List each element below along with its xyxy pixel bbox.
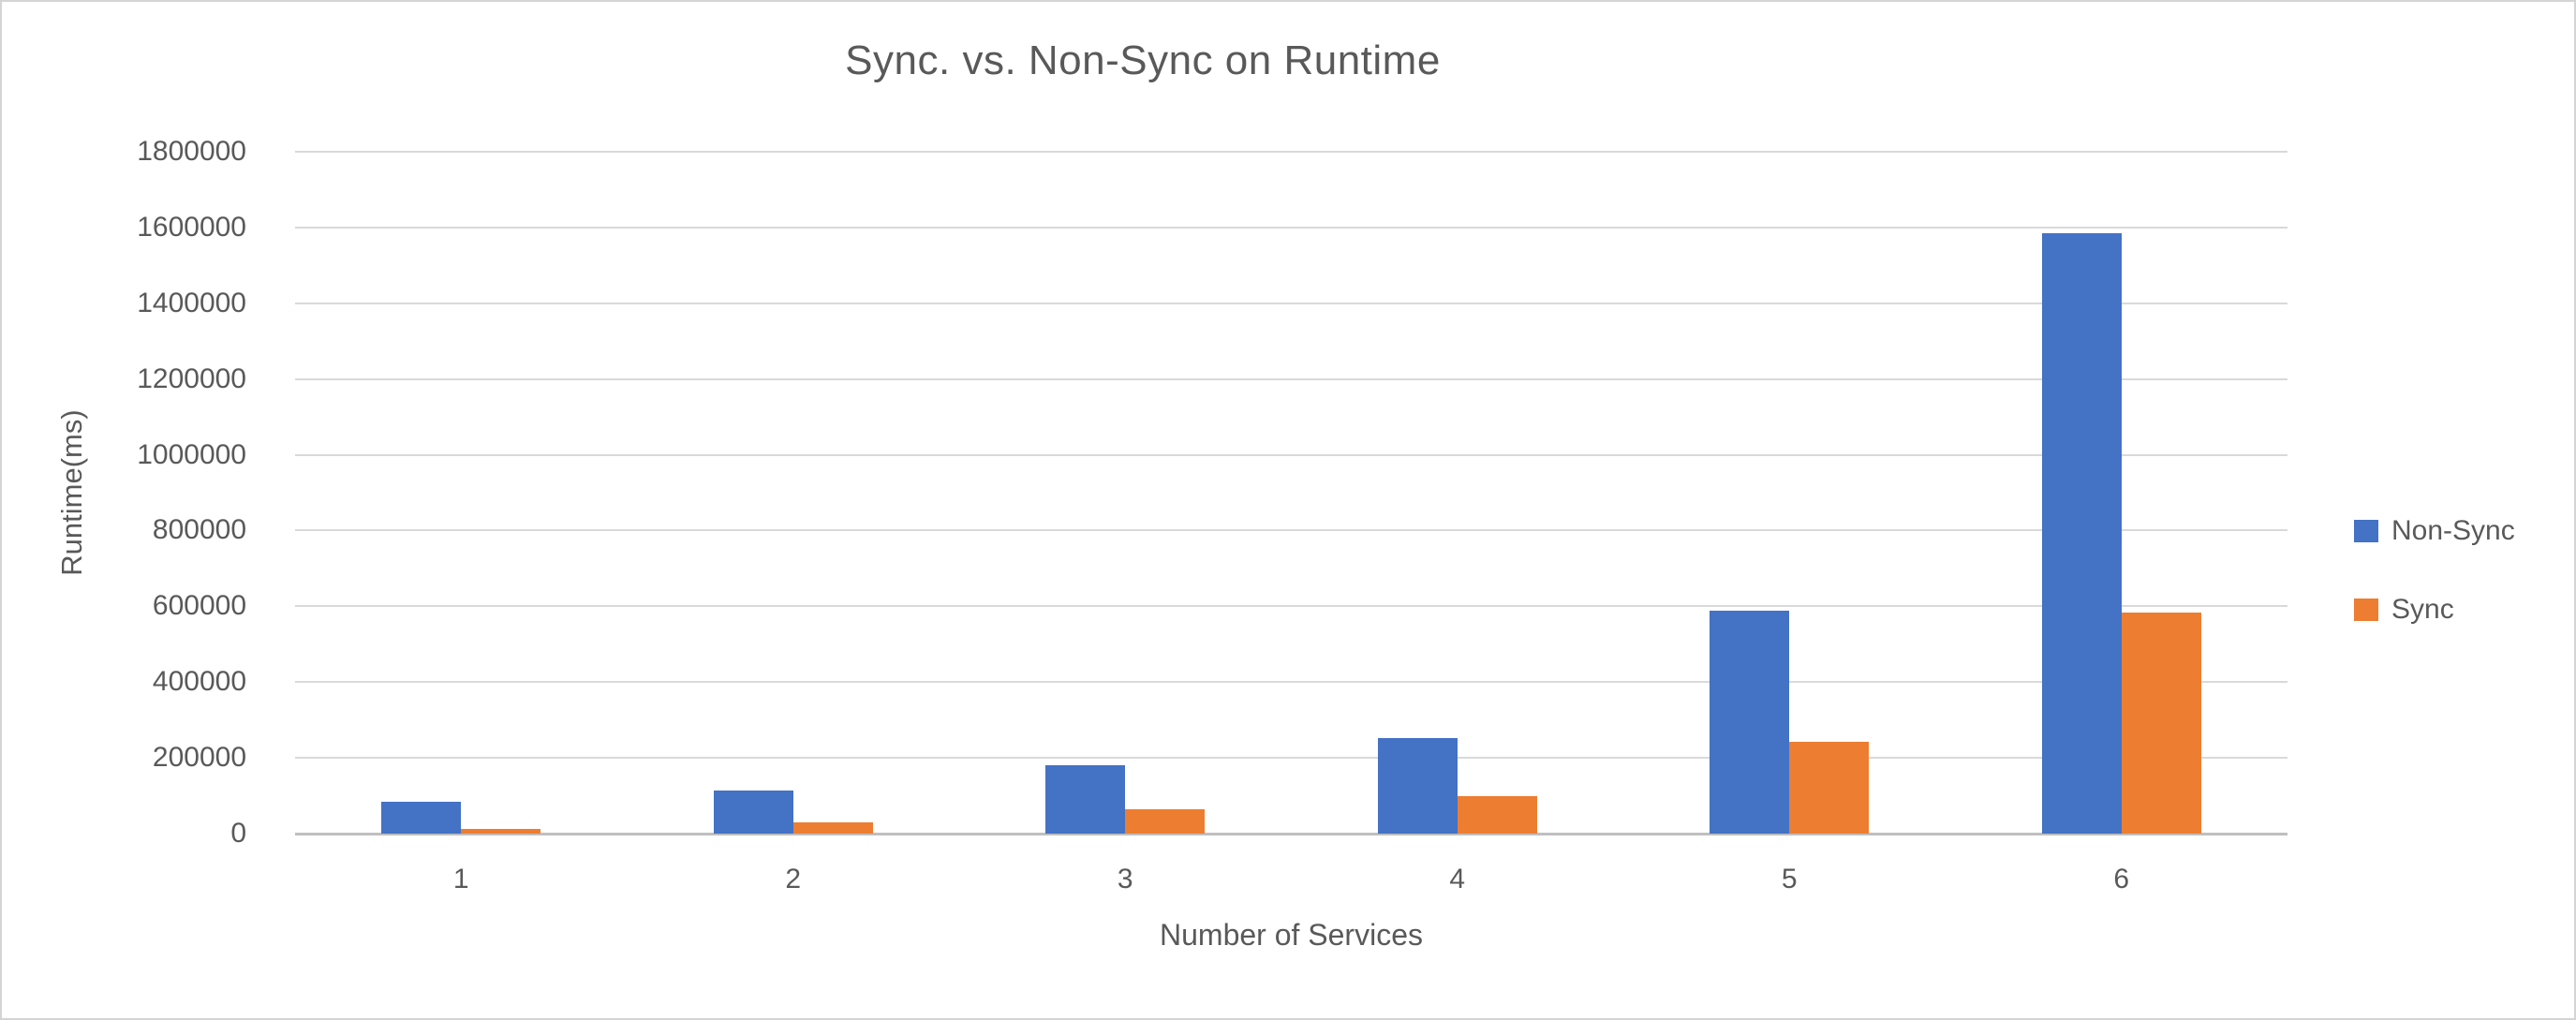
bar-sync-cat-5 bbox=[1789, 742, 1869, 834]
bar-sync-cat-3 bbox=[1125, 809, 1205, 834]
bar-non-sync-cat-3 bbox=[1045, 765, 1125, 834]
y-tick-label: 1200000 bbox=[137, 362, 246, 394]
bar-non-sync-cat-1 bbox=[381, 802, 461, 834]
y-tick-label: 400000 bbox=[152, 666, 246, 698]
legend-label: Sync bbox=[2391, 594, 2454, 625]
bar-sync-cat-2 bbox=[793, 822, 873, 834]
bar-non-sync-cat-4 bbox=[1378, 738, 1458, 834]
x-axis-title: Number of Services bbox=[1160, 918, 1423, 952]
y-tick-label: 1600000 bbox=[137, 211, 246, 243]
y-tick-label: 0 bbox=[230, 818, 246, 849]
y-tick-label: 1400000 bbox=[137, 287, 246, 318]
bar-sync-cat-4 bbox=[1458, 796, 1537, 834]
bar-sync-cat-1 bbox=[461, 829, 540, 834]
gridline bbox=[295, 605, 2287, 608]
legend-item-non-sync: Non-Sync bbox=[2354, 512, 2515, 550]
bar-non-sync-cat-6 bbox=[2042, 233, 2122, 834]
gridline bbox=[295, 453, 2287, 456]
y-tick-label: 600000 bbox=[152, 590, 246, 622]
x-tick-label: 3 bbox=[1117, 864, 1133, 894]
gridline bbox=[295, 377, 2287, 380]
gridline bbox=[295, 302, 2287, 304]
gridline bbox=[295, 226, 2287, 229]
y-tick-label: 800000 bbox=[152, 514, 246, 546]
x-tick-label: 4 bbox=[1449, 864, 1466, 894]
chart-title: Sync. vs. Non-Sync on Runtime bbox=[845, 37, 1441, 83]
x-axis-line bbox=[295, 833, 2287, 835]
x-tick-label: 1 bbox=[452, 864, 469, 894]
plot-area bbox=[295, 151, 2287, 835]
gridline bbox=[295, 529, 2287, 532]
legend: Non-Sync Sync bbox=[2354, 512, 2515, 670]
y-axis-title: Runtime(ms) bbox=[55, 409, 88, 576]
legend-swatch-icon bbox=[2354, 599, 2378, 621]
x-tick-label: 6 bbox=[2113, 864, 2130, 894]
x-tick-label: 5 bbox=[1781, 864, 1798, 894]
bar-sync-cat-6 bbox=[2122, 613, 2201, 834]
bar-non-sync-cat-5 bbox=[1710, 611, 1789, 834]
legend-swatch-icon bbox=[2354, 520, 2378, 542]
gridline bbox=[295, 681, 2287, 684]
gridline bbox=[295, 151, 2287, 153]
y-tick-label: 200000 bbox=[152, 742, 246, 774]
bar-non-sync-cat-2 bbox=[714, 791, 793, 834]
legend-label: Non-Sync bbox=[2391, 515, 2515, 546]
y-tick-label: 1800000 bbox=[137, 136, 246, 167]
gridline bbox=[295, 757, 2287, 760]
legend-item-sync: Sync bbox=[2354, 591, 2515, 628]
y-tick-label: 1000000 bbox=[137, 438, 246, 470]
x-tick-label: 2 bbox=[785, 864, 802, 894]
